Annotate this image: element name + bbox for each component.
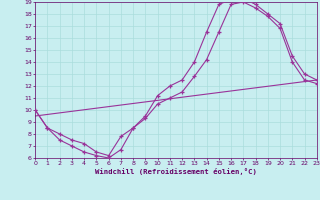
X-axis label: Windchill (Refroidissement éolien,°C): Windchill (Refroidissement éolien,°C) [95, 168, 257, 175]
